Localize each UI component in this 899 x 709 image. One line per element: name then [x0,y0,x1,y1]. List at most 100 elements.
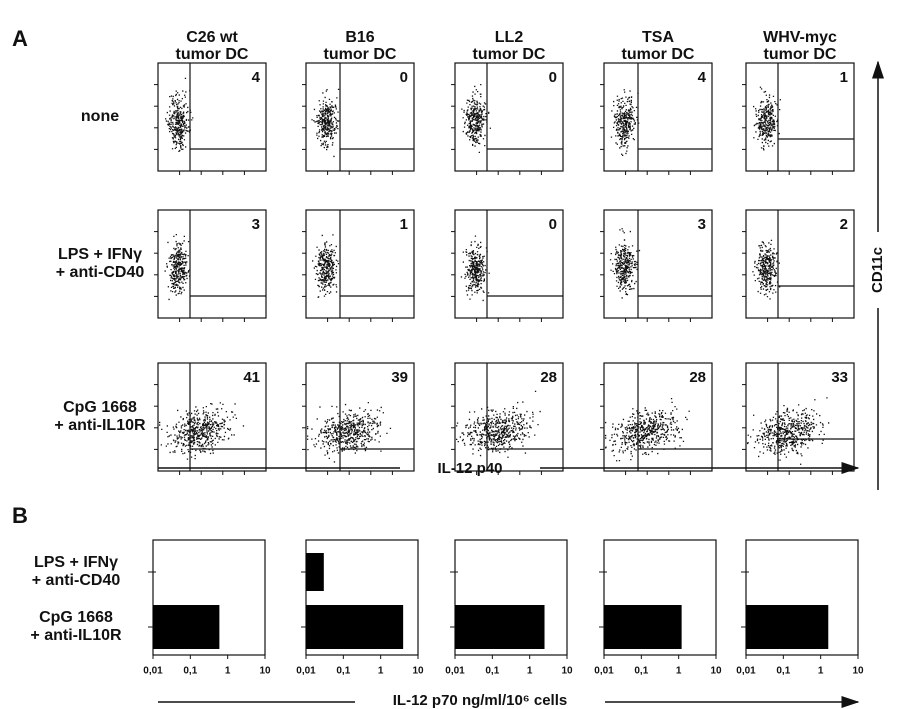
x-tick-label: 1 [378,666,384,677]
x-tick-label: 0,01 [736,666,756,677]
plot-frame [157,362,267,472]
dot-cloud [609,228,641,299]
plot-frame [305,209,415,319]
column-header: C26 wt [186,29,238,46]
x-tick-label: 0,01 [445,666,465,677]
percentage: 1 [840,69,848,86]
label-bg [822,215,850,233]
percentage: 41 [243,369,260,386]
x-tick-label: 0,1 [485,666,499,677]
x-tick-label: 10 [412,666,424,677]
x-axis-label: IL-12 p40 [437,460,502,477]
panel-label: A [12,26,28,51]
dot-cloud [307,402,392,463]
row-label: CpG 1668 [39,609,113,626]
percentage: 28 [540,369,557,386]
x-tick-label: 0,1 [634,666,648,677]
label-bg [680,68,708,86]
chart-frame [454,539,568,656]
column-header: B16 [345,29,374,46]
plot-frame [157,209,267,319]
dot-cloud [164,234,191,301]
x-tick-label: 0,01 [143,666,163,677]
x-tick-label: 10 [259,666,271,677]
label-bg [234,68,262,86]
dot-cloud [460,235,490,302]
percentage: 39 [391,369,408,386]
column-header: tumor DC [764,46,837,63]
dot-cloud [312,234,340,298]
row-label: + anti-IL10R [30,627,122,644]
bar [746,605,829,649]
dot-cloud [753,86,781,151]
label-bg [822,368,850,386]
percentage: 1 [400,216,408,233]
label-bg [382,68,410,86]
plot-frame [454,362,564,472]
plot-frame [745,62,855,172]
plot-frame [157,62,267,172]
bar [153,605,220,649]
row-label: CpG 1668 [63,399,137,416]
x-tick-label: 0,01 [594,666,614,677]
bar [455,605,545,649]
x-tick-label: 1 [225,666,231,677]
label-bg [382,215,410,233]
row-label: none [81,108,119,125]
row-label: + anti-CD40 [56,264,145,281]
chart-frame [603,539,717,656]
row-label: LPS + IFNγ [58,246,142,263]
column-header: tumor DC [176,46,249,63]
x-tick-label: 10 [710,666,722,677]
plot-frame [305,362,415,472]
label-bg [234,368,262,386]
x-tick-label: 10 [852,666,864,677]
dot-cloud [610,89,640,156]
row-label: + anti-IL10R [54,417,146,434]
x-tick-label: 0,1 [183,666,197,677]
x-tick-label: 1 [818,666,824,677]
plot-frame [305,62,415,172]
dot-cloud [752,239,781,300]
dot-cloud [461,84,491,153]
x-tick-label: 0,1 [776,666,790,677]
column-header: tumor DC [473,46,546,63]
column-header: WHV-myc [763,29,837,46]
percentage: 2 [840,216,848,233]
row-label: + anti-CD40 [32,572,121,589]
column-header: tumor DC [622,46,695,63]
chart-frame [152,539,266,656]
percentage: 33 [831,369,848,386]
bar [306,605,404,649]
label-bg [234,215,262,233]
label-bg [822,68,850,86]
dot-cloud [456,390,541,458]
x-tick-label: 0,01 [296,666,316,677]
bar [306,553,324,591]
percentage: 3 [698,216,706,233]
label-bg [400,458,540,478]
x-tick-label: 0,1 [336,666,350,677]
label-bg [382,368,410,386]
percentage: 4 [252,69,261,86]
column-header: tumor DC [324,46,397,63]
percentage: 28 [689,369,706,386]
chart-frame [745,539,859,656]
column-header: LL2 [495,29,524,46]
label-bg [680,215,708,233]
percentage: 0 [549,69,557,86]
label-bg [866,232,890,308]
percentage: 0 [400,69,408,86]
percentage: 0 [549,216,557,233]
plot-frame [603,62,713,172]
dot-cloud [747,397,830,465]
x-axis-label: IL-12 p70 ng/ml/10⁶ cells [393,692,567,709]
dot-cloud [165,77,194,152]
plot-frame [454,209,564,319]
chart-frame [305,539,419,656]
percentage: 4 [698,69,707,86]
y-axis-label: CD11c [869,247,886,293]
label-bg [355,692,605,709]
label-bg [531,368,559,386]
